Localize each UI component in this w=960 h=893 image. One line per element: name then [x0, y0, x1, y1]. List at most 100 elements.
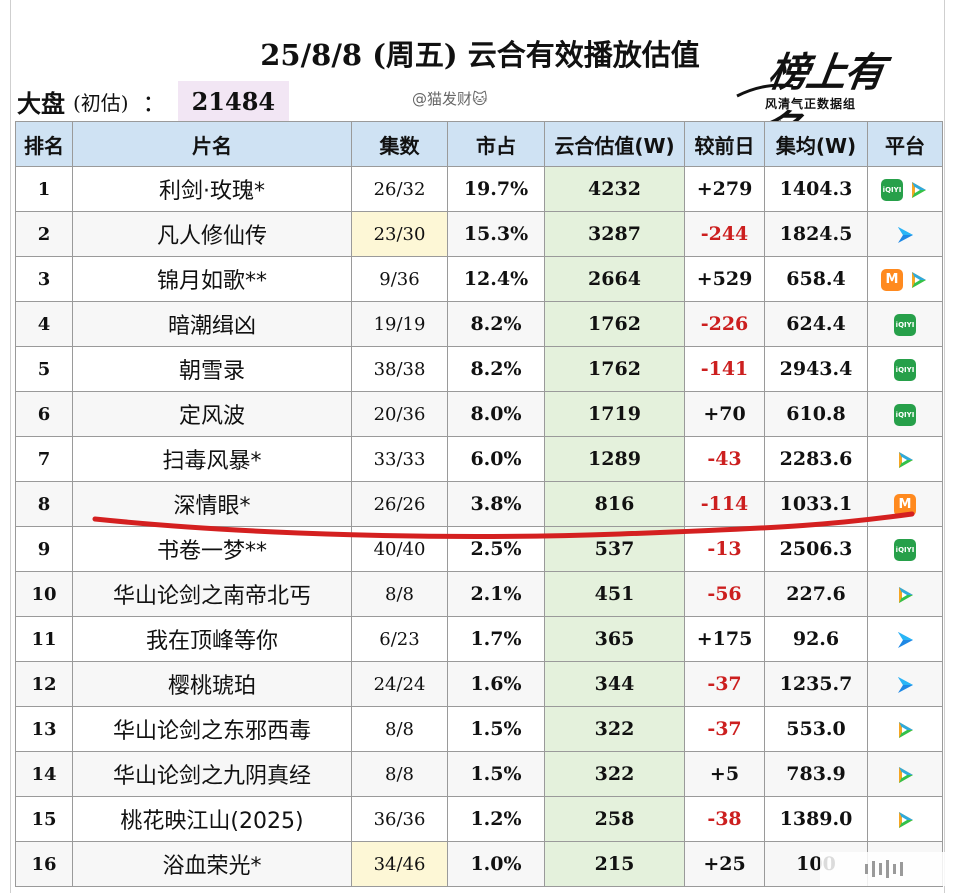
rank-cell: 9: [15, 526, 73, 572]
platform-cell: [867, 751, 943, 797]
episodes-cell: 34/46: [351, 841, 448, 887]
estimate-cell: 322: [544, 706, 685, 752]
title-cell: 书卷一梦**: [72, 526, 352, 572]
title-cell: 华山论剑之南帝北丐: [72, 571, 352, 617]
episodes-cell: 26/32: [351, 166, 448, 212]
change-cell: -244: [684, 211, 765, 257]
market-value: 21484: [177, 81, 290, 121]
change-cell: -56: [684, 571, 765, 617]
page-title: 25/8/8 (周五) 云合有效播放估值: [260, 38, 700, 72]
avg-cell: 783.9: [764, 751, 868, 797]
market-total: 大盘 (初估) ： 21484: [17, 81, 290, 121]
share-cell: 8.0%: [447, 391, 545, 437]
rank-cell: 4: [15, 301, 73, 347]
change-cell: +25: [684, 841, 765, 887]
col-header-name: 片名: [72, 121, 352, 167]
rank-cell: 12: [15, 661, 73, 707]
share-cell: 3.8%: [447, 481, 545, 527]
episodes-cell: 40/40: [351, 526, 448, 572]
share-cell: 19.7%: [447, 166, 545, 212]
avg-cell: 610.8: [764, 391, 868, 437]
page-border-left: [10, 0, 11, 893]
youku-icon: [894, 674, 916, 696]
platform-cell: [867, 796, 943, 842]
watermark-bar-icon: [893, 864, 896, 874]
author-credit: @猫发财🐱: [412, 90, 488, 108]
estimate-cell: 537: [544, 526, 685, 572]
table-row: 9 书卷一梦** 40/40 2.5% 537 -13 2506.3 iQIYI: [15, 526, 943, 572]
title-cell: 我在顶峰等你: [72, 616, 352, 662]
change-cell: -141: [684, 346, 765, 392]
watermark-bar-icon: [879, 863, 882, 875]
table-row: 7 扫毒风暴* 33/33 6.0% 1289 -43 2283.6: [15, 436, 943, 482]
platform-cell: iQIYI: [867, 346, 943, 392]
change-cell: -43: [684, 436, 765, 482]
share-cell: 15.3%: [447, 211, 545, 257]
share-cell: 2.5%: [447, 526, 545, 572]
iqiyi-icon: iQIYI: [894, 358, 916, 381]
avg-cell: 658.4: [764, 256, 868, 302]
share-cell: 12.4%: [447, 256, 545, 302]
avg-cell: 624.4: [764, 301, 868, 347]
avg-cell: 1404.3: [764, 166, 868, 212]
brand-logo: 榜上有名 风清气正数据组: [735, 40, 910, 154]
change-cell: +5: [684, 751, 765, 797]
rank-cell: 15: [15, 796, 73, 842]
episodes-cell: 20/36: [351, 391, 448, 437]
avg-cell: 2283.6: [764, 436, 868, 482]
share-cell: 6.0%: [447, 436, 545, 482]
avg-cell: 1824.5: [764, 211, 868, 257]
mango-tv-icon: M: [881, 268, 903, 291]
platform-cell: M: [867, 481, 943, 527]
watermark: [820, 852, 948, 886]
episodes-cell: 19/19: [351, 301, 448, 347]
title-cell: 浴血荣光*: [72, 841, 352, 887]
platform-cell: iQIYI: [867, 166, 943, 212]
table-row: 12 樱桃琥珀 24/24 1.6% 344 -37 1235.7: [15, 661, 943, 707]
tencent-video-icon: [894, 764, 916, 786]
estimate-cell: 215: [544, 841, 685, 887]
episodes-cell: 38/38: [351, 346, 448, 392]
table-row: 2 凡人修仙传 23/30 15.3% 3287 -244 1824.5: [15, 211, 943, 257]
watermark-bar-icon: [900, 862, 903, 876]
platform-cell: [867, 616, 943, 662]
change-cell: +279: [684, 166, 765, 212]
change-cell: -226: [684, 301, 765, 347]
episodes-cell: 8/8: [351, 571, 448, 617]
estimate-cell: 344: [544, 661, 685, 707]
table-row: 16 浴血荣光* 34/46 1.0% 215 +25 100: [15, 841, 943, 887]
logo-tagline: 风清气正数据组: [765, 97, 857, 111]
platform-cell: iQIYI: [867, 301, 943, 347]
change-cell: -38: [684, 796, 765, 842]
platform-cell: [867, 211, 943, 257]
iqiyi-icon: iQIYI: [894, 538, 916, 561]
avg-cell: 553.0: [764, 706, 868, 752]
share-cell: 1.2%: [447, 796, 545, 842]
rank-cell: 6: [15, 391, 73, 437]
col-header-platform: 平台: [867, 121, 943, 167]
avg-cell: 2506.3: [764, 526, 868, 572]
share-cell: 8.2%: [447, 301, 545, 347]
platform-cell: iQIYI: [867, 526, 943, 572]
episodes-cell: 36/36: [351, 796, 448, 842]
share-cell: 1.6%: [447, 661, 545, 707]
col-header-share: 市占: [447, 121, 545, 167]
platform-cell: [867, 571, 943, 617]
logo-swoosh-icon: [736, 83, 794, 98]
rank-cell: 13: [15, 706, 73, 752]
table-row: 14 华山论剑之九阴真经 8/8 1.5% 322 +5 783.9: [15, 751, 943, 797]
change-cell: +70: [684, 391, 765, 437]
youku-icon: [894, 629, 916, 651]
market-sub-label: (初估): [73, 90, 129, 115]
change-cell: -114: [684, 481, 765, 527]
estimate-cell: 1719: [544, 391, 685, 437]
episodes-cell: 8/8: [351, 751, 448, 797]
estimate-cell: 451: [544, 571, 685, 617]
change-cell: +175: [684, 616, 765, 662]
ranking-table: 排名 片名 集数 市占 云合估值(W) 较前日 集均(W) 平台 1 利剑·玫瑰*…: [15, 121, 943, 887]
table-row: 11 我在顶峰等你 6/23 1.7% 365 +175 92.6: [15, 616, 943, 662]
table-row: 15 桃花映江山(2025) 36/36 1.2% 258 -38 1389.0: [15, 796, 943, 842]
table-row: 8 深情眼* 26/26 3.8% 816 -114 1033.1 M: [15, 481, 943, 527]
iqiyi-icon: iQIYI: [894, 313, 916, 336]
watermark-bar-icon: [865, 864, 868, 874]
